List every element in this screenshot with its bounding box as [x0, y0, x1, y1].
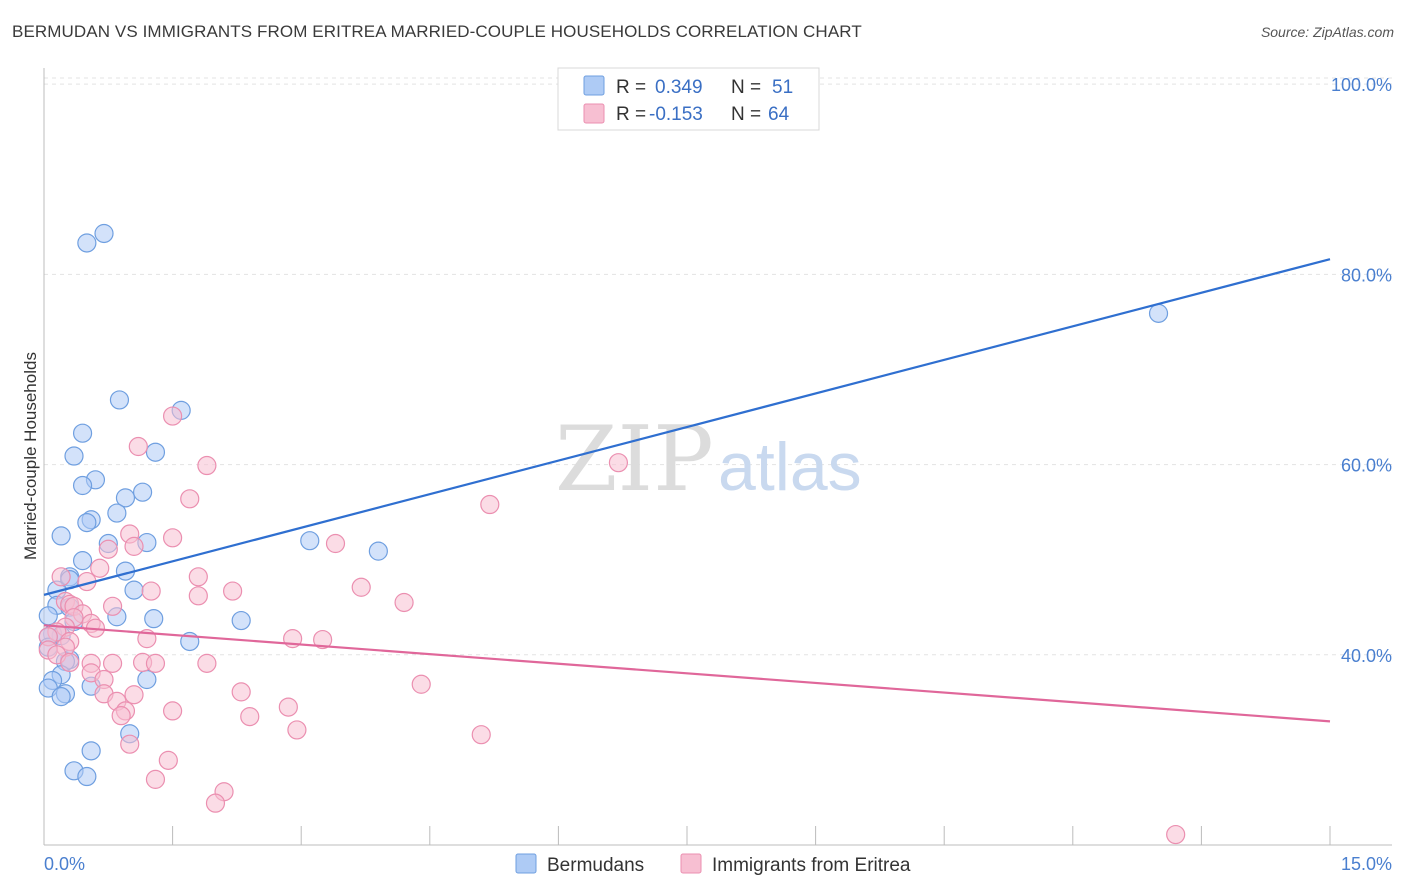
x-tick-label-max: 15.0% [1341, 854, 1392, 874]
bermudans-point-10 [115, 488, 136, 508]
eritrea-point-63 [1166, 824, 1186, 845]
bermudans-point-6 [64, 446, 84, 466]
legend-r-value-2: -0.153 [649, 104, 703, 125]
watermark: ZIP atlas [555, 407, 862, 512]
eritrea-point-47 [231, 682, 251, 702]
source-label: Source: ZipAtlas.com [1260, 24, 1394, 40]
bermudans-point-49 [77, 766, 97, 787]
bottom-legend-label-bermudans: Bermudans [547, 855, 644, 876]
bermudans-point-40 [137, 669, 157, 690]
eritrea-point-52 [163, 701, 183, 721]
y-tick-label-80: 80.0% [1341, 265, 1392, 285]
bermudans-point-13 [77, 512, 97, 533]
bermudans-point-18 [368, 541, 388, 561]
eritrea-point-53 [278, 697, 298, 717]
eritrea-point-57 [471, 725, 491, 745]
bermudans-point-5 [145, 442, 166, 462]
eritrea-point-46 [411, 674, 431, 694]
bermudans-point-8 [72, 475, 93, 496]
bermudans-point-29 [144, 609, 164, 629]
bermudans-point-27 [38, 606, 58, 626]
eritrea-point-56 [287, 720, 307, 740]
bermudans-point-45 [51, 687, 71, 707]
y-tick-label-40: 40.0% [1341, 646, 1392, 666]
bottom-legend-swatch-pink [680, 853, 702, 874]
eritrea-point-8 [124, 536, 144, 556]
eritrea-point-38 [60, 652, 80, 673]
eritrea-point-20 [394, 592, 414, 613]
legend-n-label-2: N = [731, 104, 761, 125]
bermudans-point-4 [72, 423, 93, 443]
eritrea-point-17 [141, 581, 161, 601]
legend-swatch-pink [583, 103, 605, 124]
legend-r-value-1: 0.349 [655, 77, 703, 98]
eritrea-point-16 [223, 581, 243, 601]
y-axis-label: Married-couple Households [21, 352, 40, 560]
legend-n-value-2: 64 [768, 104, 790, 125]
eritrea-point-58 [120, 734, 140, 754]
legend-n-label-1: N = [731, 77, 761, 98]
y-tick-label-60: 60.0% [1341, 456, 1392, 476]
x-tick-label-min: 0.0% [44, 854, 85, 874]
legend-n-value-1: 51 [772, 77, 793, 98]
legend-box: R = 0.349 N = 51 R = -0.153 N = 64 [557, 67, 820, 131]
trend-lines [43, 258, 1331, 723]
bottom-legend-label-eritrea: Immigrants from Eritrea [712, 855, 911, 876]
bermudans-point-1 [94, 223, 114, 244]
grid-lines [44, 77, 1392, 656]
legend-r-label-1: R = [616, 77, 646, 98]
bermudans-point-14 [51, 526, 71, 546]
bermudans-point-50 [1148, 303, 1169, 323]
eritrea-trend-line [43, 624, 1331, 723]
eritrea-point-40 [102, 653, 123, 673]
eritrea-point-59 [158, 750, 178, 770]
eritrea-point-12 [188, 567, 208, 587]
legend-r-label-2: R = [616, 104, 646, 125]
eritrea-point-54 [111, 706, 131, 726]
eritrea-point-18 [188, 586, 208, 606]
x-ticks [172, 826, 1331, 845]
y-tick-labels: 40.0% 60.0% 80.0% 100.0% [1331, 75, 1392, 666]
eritrea-point-34 [313, 629, 333, 650]
bermudans-trend-line [43, 258, 1331, 596]
eritrea-point-23 [102, 596, 123, 616]
eritrea-point-15 [351, 577, 371, 597]
eritrea-point-4 [180, 489, 200, 509]
bottom-legend: Bermudans Immigrants from Eritrea [515, 853, 911, 876]
series-eritrea-points [38, 406, 1186, 845]
y-tick-label-100: 100.0% [1331, 75, 1392, 95]
eritrea-point-62 [205, 793, 226, 813]
eritrea-point-13 [51, 567, 71, 587]
bermudans-point-19 [72, 551, 93, 571]
bermudans-point-9 [132, 482, 153, 502]
eritrea-point-10 [98, 539, 118, 559]
bermudans-point-30 [231, 610, 251, 631]
eritrea-point-2 [197, 455, 217, 476]
bermudans-point-23 [124, 580, 144, 600]
eritrea-point-1 [128, 436, 148, 457]
chart-title: BERMUDAN VS IMMIGRANTS FROM ERITREA MARR… [12, 22, 862, 41]
watermark-atlas: atlas [718, 429, 862, 505]
bermudans-point-11 [107, 503, 127, 523]
eritrea-point-3 [608, 453, 629, 473]
eritrea-point-5 [480, 494, 500, 515]
eritrea-point-0 [163, 406, 183, 426]
watermark-zip: ZIP [555, 407, 714, 512]
eritrea-point-55 [240, 707, 260, 727]
legend-swatch-blue [583, 75, 605, 96]
bermudans-point-0 [77, 233, 97, 253]
eritrea-point-43 [197, 653, 217, 673]
eritrea-point-9 [325, 533, 346, 554]
eritrea-point-49 [124, 685, 144, 705]
bottom-legend-swatch-blue [515, 853, 537, 874]
bermudans-point-47 [81, 741, 101, 761]
eritrea-point-6 [163, 528, 183, 548]
bermudans-point-2 [109, 390, 130, 410]
eritrea-point-11 [90, 558, 110, 578]
eritrea-point-42 [145, 653, 166, 673]
eritrea-point-60 [145, 769, 166, 789]
bermudans-point-17 [300, 531, 320, 551]
axes [43, 68, 1392, 846]
